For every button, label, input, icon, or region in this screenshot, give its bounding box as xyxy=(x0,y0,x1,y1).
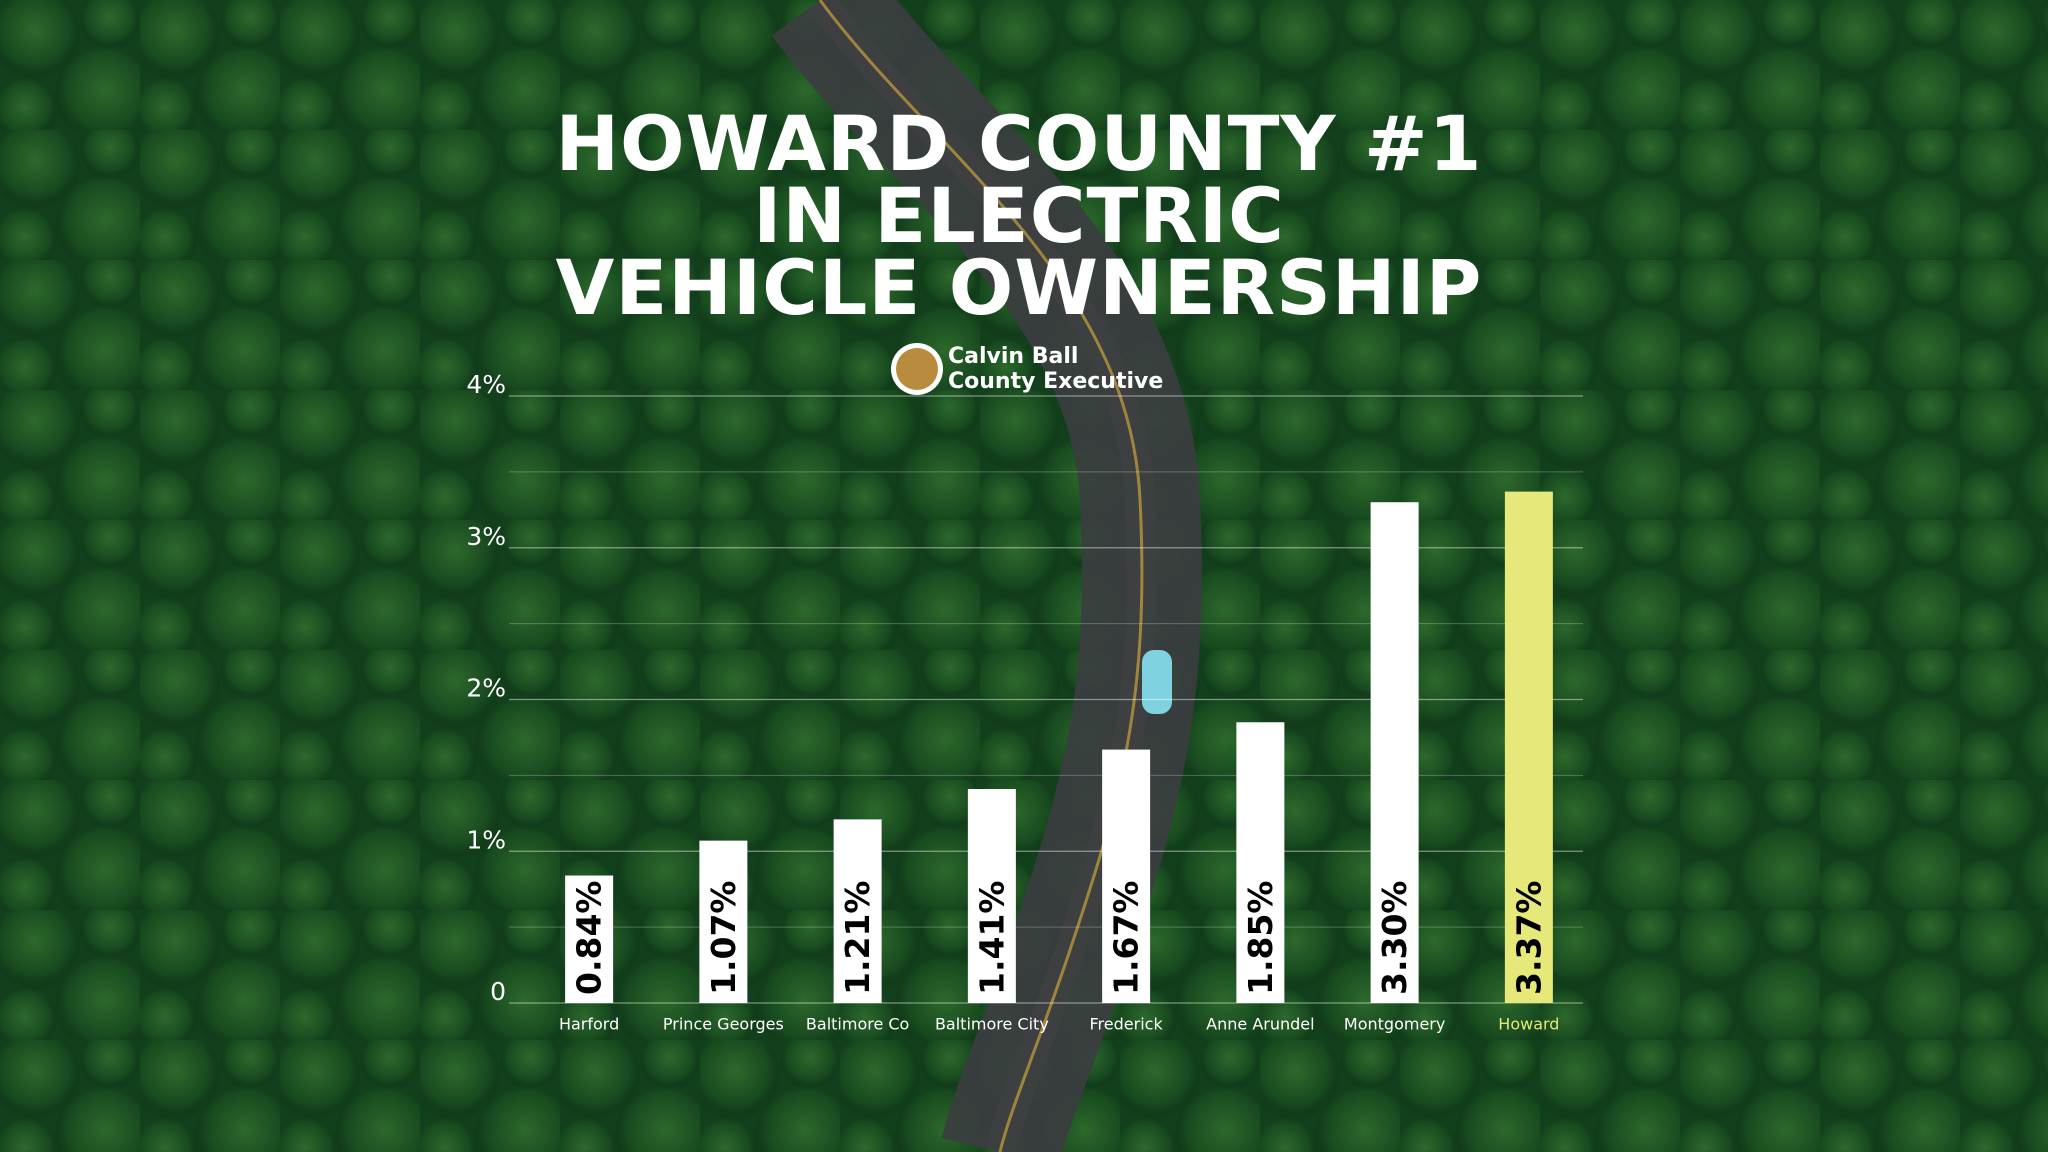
value-label: 0.84% xyxy=(570,881,609,996)
x-tick-label: Prince Georges xyxy=(663,1015,784,1034)
value-label: 3.30% xyxy=(1375,881,1414,996)
bar xyxy=(1236,722,1285,1003)
x-tick-label: Howard xyxy=(1498,1015,1559,1034)
byline-name: Calvin Ball xyxy=(948,344,1078,369)
value-label: 3.37% xyxy=(1509,881,1548,996)
title-line: VEHICLE OWNERSHIP xyxy=(556,243,1483,332)
x-tick-label: Montgomery xyxy=(1344,1015,1445,1034)
road-line xyxy=(818,0,1144,1152)
title-line: IN ELECTRIC xyxy=(753,171,1285,260)
y-tick-label: 4% xyxy=(466,370,506,399)
value-label: 1.41% xyxy=(972,881,1011,996)
x-tick-label: Baltimore City xyxy=(935,1015,1049,1034)
bar xyxy=(699,840,748,1003)
bar xyxy=(1370,502,1419,1003)
y-tick-label: 1% xyxy=(466,825,506,854)
bar xyxy=(565,875,614,1003)
car xyxy=(1142,650,1172,714)
county-seal-inner xyxy=(896,348,938,390)
x-tick-label: Anne Arundel xyxy=(1206,1015,1314,1034)
y-tick-label: 2% xyxy=(466,674,506,703)
plot: 0 1% 2% 3% 4% 0.84% Harford 1.07% Prince Georges… xyxy=(466,370,1583,1034)
x-tick-label: Frederick xyxy=(1090,1015,1164,1034)
bar xyxy=(1504,491,1553,1003)
bar xyxy=(1102,749,1151,1003)
title-line: HOWARD COUNTY #1 xyxy=(555,99,1482,188)
x-tick-label: Harford xyxy=(559,1015,619,1034)
value-label: 1.67% xyxy=(1107,881,1146,996)
x-tick-label: Baltimore Co xyxy=(806,1015,909,1034)
value-label: 1.07% xyxy=(704,881,743,996)
bar xyxy=(833,819,882,1003)
y-tick-label: 3% xyxy=(466,522,506,551)
value-label: 1.85% xyxy=(1241,881,1280,996)
y-tick-label: 0 xyxy=(490,977,506,1006)
value-label: 1.21% xyxy=(838,881,877,996)
bar xyxy=(967,789,1016,1003)
byline-role: County Executive xyxy=(948,369,1163,394)
